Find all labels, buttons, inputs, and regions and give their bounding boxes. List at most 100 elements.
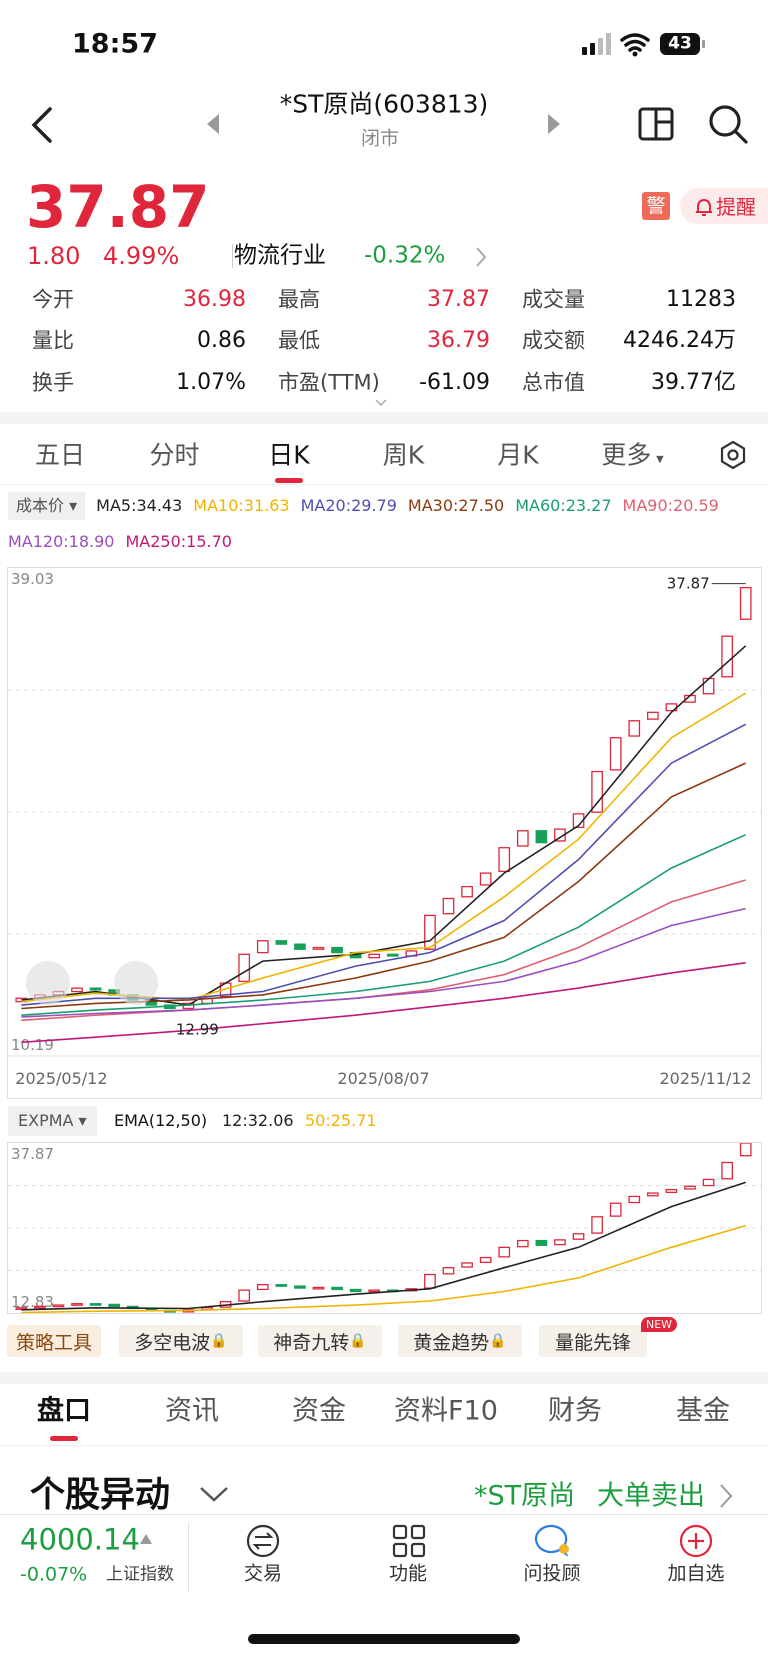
industry-change: -0.32% bbox=[364, 242, 446, 269]
compare-button[interactable] bbox=[637, 104, 677, 144]
period-tab[interactable]: 周K bbox=[382, 440, 425, 470]
tool-button[interactable]: 神奇九转 🔒 bbox=[258, 1325, 382, 1357]
alert-badge[interactable]: 警 bbox=[642, 192, 670, 220]
action-label[interactable]: 功能 bbox=[388, 1562, 428, 1585]
event-type: 大单卖出 bbox=[597, 1480, 705, 1512]
action-label[interactable]: 交易 bbox=[243, 1562, 283, 1585]
x-tick-label: 2025/05/12 bbox=[15, 1069, 107, 1088]
candle bbox=[34, 1305, 46, 1309]
candle bbox=[424, 1273, 436, 1289]
remind-label: 提醒 bbox=[716, 195, 756, 219]
search-button[interactable] bbox=[706, 102, 750, 146]
candle bbox=[628, 1195, 641, 1204]
price: 37.87 bbox=[26, 173, 210, 241]
period-tab[interactable]: 更多 ▾ bbox=[601, 440, 664, 470]
action-label[interactable]: 加自选 bbox=[667, 1562, 725, 1585]
period-tab[interactable]: 月K bbox=[497, 440, 539, 470]
bell-icon bbox=[696, 199, 712, 216]
candle bbox=[739, 586, 752, 620]
ma-selector-label: 成本价 bbox=[16, 496, 65, 515]
ma-legend-item: MA120:18.90 bbox=[8, 532, 115, 551]
info-tab[interactable]: 基金 bbox=[676, 1395, 730, 1427]
candle bbox=[609, 1202, 622, 1217]
candle bbox=[479, 1256, 492, 1263]
ma-line bbox=[21, 962, 746, 1044]
ma-legend-item: MA90:20.59 bbox=[622, 496, 719, 515]
candle bbox=[554, 1239, 566, 1246]
candle bbox=[331, 946, 343, 954]
stat-value: 39.77亿 bbox=[651, 370, 736, 395]
candle bbox=[572, 813, 585, 829]
candle bbox=[516, 830, 529, 847]
candle bbox=[498, 847, 511, 873]
ma-legend-item: MA250:15.70 bbox=[125, 532, 232, 551]
action-label[interactable]: 问投顾 bbox=[523, 1562, 581, 1585]
tool-button[interactable]: 多空电波 🔒 bbox=[119, 1325, 243, 1357]
candle bbox=[349, 1288, 362, 1293]
stat-value: 11283 bbox=[666, 287, 736, 312]
sub-legend-title: EMA(12,50) bbox=[114, 1111, 208, 1130]
ma-line bbox=[21, 1181, 746, 1311]
candle bbox=[572, 1233, 585, 1240]
advisor-icon bbox=[534, 1524, 569, 1557]
y-tick-label: 37.87 bbox=[11, 1145, 54, 1163]
y-tick-label: 39.03 bbox=[11, 570, 54, 588]
prev-stock[interactable] bbox=[205, 112, 221, 136]
info-tab[interactable]: 资料F10 bbox=[394, 1395, 498, 1427]
stat-value: 36.79 bbox=[427, 328, 490, 353]
ma-line bbox=[21, 1224, 746, 1313]
sub-selector[interactable]: EXPMA ▾ bbox=[8, 1106, 97, 1136]
candle bbox=[516, 1239, 529, 1248]
chart-control[interactable] bbox=[26, 961, 70, 1005]
period-tab[interactable]: 五日 bbox=[34, 440, 86, 470]
candle bbox=[256, 940, 269, 954]
kline-chart[interactable]: 39.03 10.19 37.87 12.99 2025/05/12 2025/08/07… bbox=[7, 567, 762, 1099]
stat-label: 换手 bbox=[32, 370, 74, 395]
ma-legend-item: MA30:27.50 bbox=[407, 496, 505, 515]
back-button[interactable] bbox=[28, 105, 58, 145]
candle bbox=[609, 737, 622, 771]
expand-icon[interactable] bbox=[374, 398, 388, 408]
section-dropdown[interactable] bbox=[198, 1484, 230, 1504]
info-tab[interactable]: 盘口 bbox=[37, 1395, 91, 1427]
candle bbox=[498, 1246, 511, 1258]
industry[interactable]: 物流行业 bbox=[234, 242, 326, 269]
info-tab[interactable]: 资讯 bbox=[165, 1395, 219, 1427]
period-tab[interactable]: 日K bbox=[268, 440, 310, 470]
info-tab[interactable]: 财务 bbox=[548, 1395, 602, 1427]
tool-label: 多空电波 bbox=[134, 1331, 211, 1354]
ma-selector[interactable]: 成本价 ▾ bbox=[8, 492, 86, 520]
index-caret bbox=[140, 1534, 152, 1544]
candle bbox=[628, 720, 641, 737]
ma-legend-item: MA60:23.27 bbox=[515, 496, 612, 515]
tool-button[interactable]: 黄金趋势 🔒 bbox=[398, 1325, 522, 1357]
period-underline bbox=[275, 478, 303, 483]
index-value[interactable]: 4000.14 bbox=[20, 1522, 140, 1557]
status-icons bbox=[582, 33, 705, 57]
next-stock[interactable] bbox=[546, 112, 562, 136]
candle bbox=[646, 711, 659, 720]
candle bbox=[52, 1304, 65, 1308]
candle bbox=[665, 1188, 678, 1194]
period-tab[interactable]: 分时 bbox=[149, 440, 200, 470]
remind-button[interactable] bbox=[680, 188, 768, 224]
event-chevron[interactable] bbox=[718, 1483, 734, 1509]
candle bbox=[238, 1289, 251, 1302]
ma-legend-item: MA20:29.79 bbox=[300, 496, 397, 515]
candle bbox=[256, 1284, 269, 1291]
tool-button[interactable]: 量能先锋 bbox=[539, 1325, 647, 1357]
divider bbox=[0, 1445, 768, 1446]
divider bbox=[188, 1522, 189, 1592]
ma-legend: 成本价 ▾ MA5:34.43 MA10:31.63 MA20:29.79 MA30:… bbox=[8, 492, 764, 556]
candle bbox=[368, 1289, 381, 1293]
add-watch-icon bbox=[679, 1524, 713, 1558]
info-tab[interactable]: 资金 bbox=[292, 1395, 346, 1427]
settings-button[interactable] bbox=[718, 440, 748, 470]
tool-button[interactable]: 策略工具 bbox=[7, 1325, 101, 1357]
stat-label: 成交额 bbox=[522, 328, 585, 353]
divider bbox=[232, 244, 233, 268]
candle bbox=[275, 1284, 288, 1287]
chart-control[interactable] bbox=[114, 961, 158, 1005]
